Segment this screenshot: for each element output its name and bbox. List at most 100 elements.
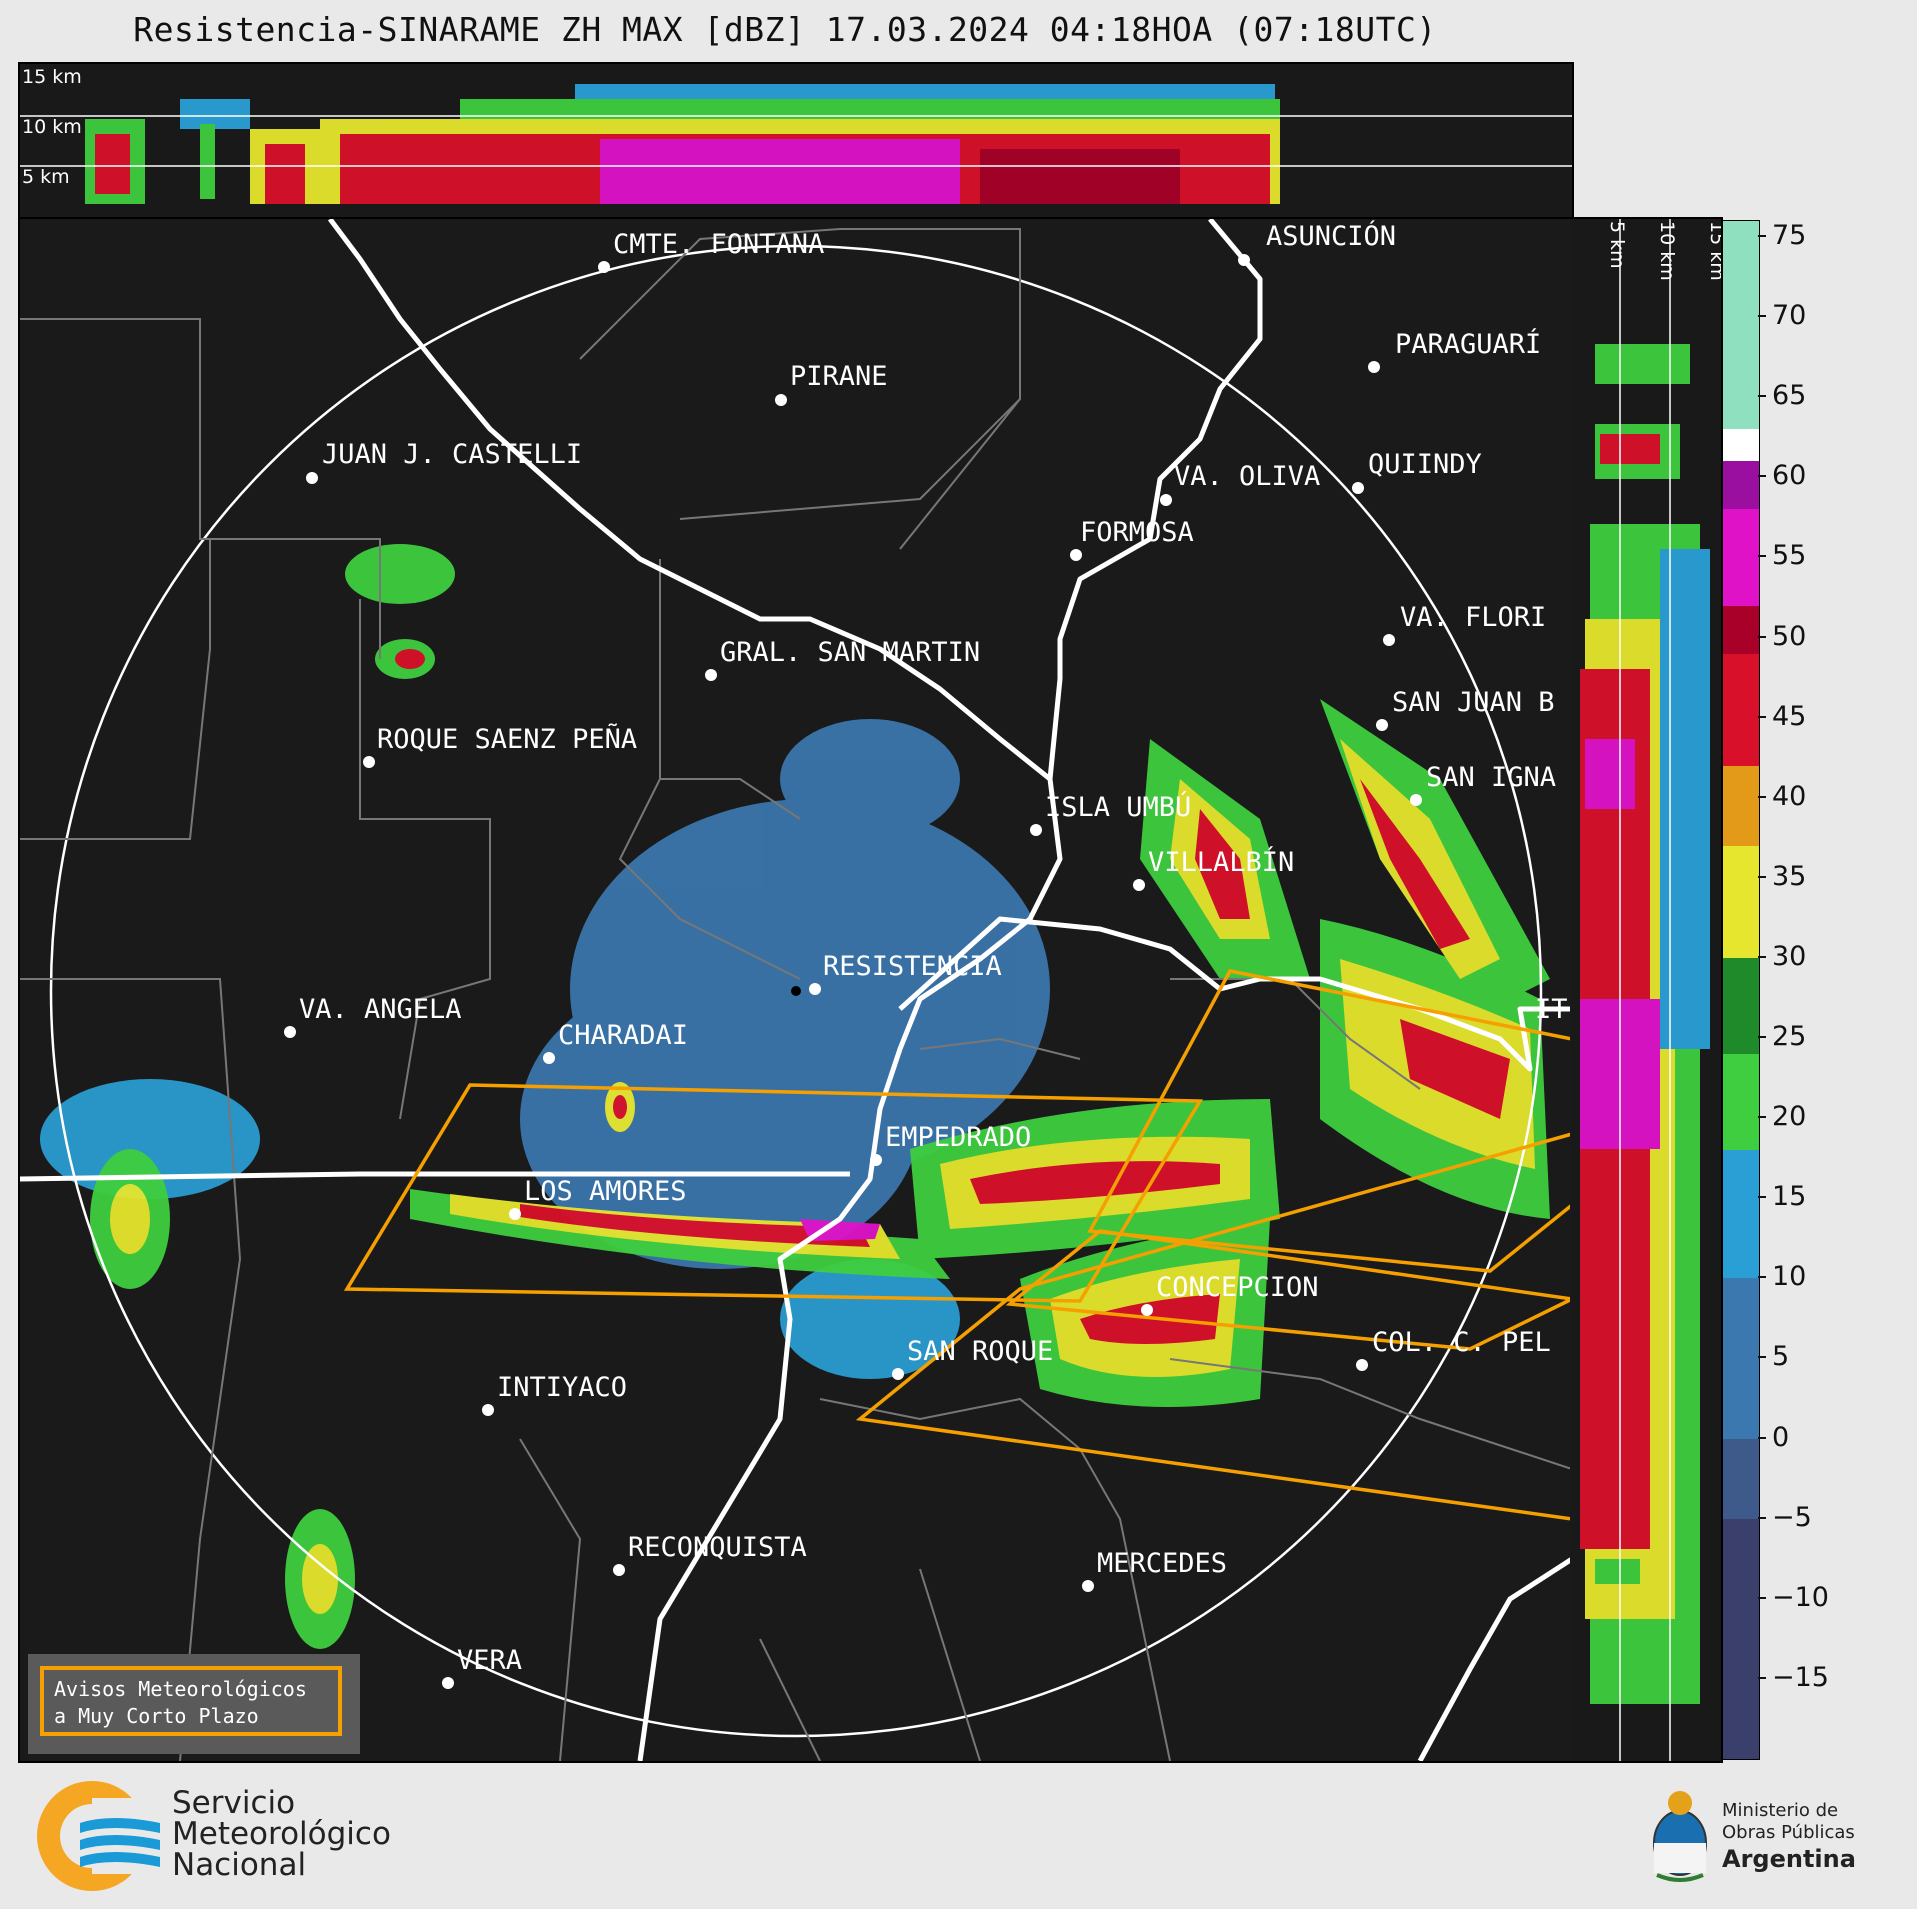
colorbar-tick-label: 50 <box>1772 620 1807 652</box>
colorbar-tick-label: 20 <box>1772 1101 1807 1133</box>
colorbar-segment <box>1723 461 1759 510</box>
ministry-line2: Obras Públicas <box>1722 1822 1855 1843</box>
colorbar-tick <box>1758 1116 1766 1119</box>
city-dot-va-oliva <box>1160 494 1172 506</box>
city-dot-va-angela <box>284 1026 296 1038</box>
colorbar-segment <box>1723 1150 1759 1279</box>
city-label-reconquista: RECONQUISTA <box>628 1532 807 1563</box>
city-dot-resistencia <box>809 983 821 995</box>
colorbar-segment <box>1723 1438 1759 1519</box>
city-dot-col-c-pel <box>1356 1359 1368 1371</box>
city-dot-concepcion <box>1141 1304 1153 1316</box>
city-dot-san-igna <box>1410 794 1422 806</box>
colorbar-tick-label: 35 <box>1772 860 1807 892</box>
city-label-juan-j-castelli: JUAN J. CASTELLI <box>322 439 583 470</box>
smn-line3: Nacional <box>172 1847 307 1883</box>
warnings-legend-line2: a Muy Corto Plazo <box>54 1704 259 1728</box>
city-dot-isla-umbu <box>1030 824 1042 836</box>
dbz-colorbar <box>1722 220 1760 1760</box>
colorbar-segment <box>1723 845 1759 958</box>
top-cross-section: 15 km 10 km 5 km <box>18 62 1574 221</box>
colorbar-tick-label: 75 <box>1772 220 1807 252</box>
colorbar-tick-label: 65 <box>1772 380 1807 412</box>
ministry-line1: Ministerio de <box>1722 1800 1839 1821</box>
city-dot-mercedes <box>1082 1580 1094 1592</box>
colorbar-tick-label: 5 <box>1772 1341 1790 1373</box>
side-alt-label-5: 5 km <box>1606 221 1628 269</box>
city-dot-formosa <box>1070 549 1082 561</box>
colorbar-tick <box>1758 955 1766 958</box>
city-dot-empedrado <box>870 1154 882 1166</box>
city-dot-gral-san-martin <box>705 669 717 681</box>
colorbar-segment <box>1723 429 1759 462</box>
ministry-line3: Argentina <box>1722 1845 1856 1873</box>
colorbar-tick-label: 15 <box>1772 1181 1807 1213</box>
colorbar-tick <box>1758 475 1766 478</box>
city-dot-cmte-fontana <box>598 261 610 273</box>
warnings-legend-frame: Avisos Meteorológicos a Muy Corto Plazo <box>40 1666 342 1736</box>
colorbar-tick-label: −15 <box>1772 1661 1829 1693</box>
colorbar-tick <box>1758 315 1766 318</box>
city-label-san-igna: SAN IGNA <box>1426 762 1557 793</box>
city-dot-quiindy <box>1352 482 1364 494</box>
colorbar-tick <box>1758 1196 1766 1199</box>
city-dot-villalbin <box>1133 879 1145 891</box>
colorbar-tick-label: 70 <box>1772 300 1807 332</box>
radar-map[interactable]: CMTE. FONTANA ASUNCIÓN PARAGUARÍ PIRANE … <box>18 217 1574 1763</box>
city-label-it: IT <box>1535 994 1568 1025</box>
city-label-vera: VERA <box>457 1645 523 1676</box>
side-cross-section: 5 km 10 km 15 km <box>1570 217 1723 1763</box>
colorbar-tick-label: 10 <box>1772 1261 1807 1293</box>
colorbar-tick <box>1758 555 1766 558</box>
city-label-col-c-pel: COL. C. PEL <box>1372 1327 1551 1358</box>
radar-site-marker <box>791 986 801 996</box>
side-alt-label-10: 10 km <box>1656 221 1678 281</box>
colorbar-tick-label: 55 <box>1772 540 1807 572</box>
colorbar-tick-label: 45 <box>1772 700 1807 732</box>
colorbar-tick <box>1758 1276 1766 1279</box>
colorbar-tick <box>1758 1596 1766 1599</box>
city-dot-los-amores <box>509 1208 521 1220</box>
city-dot-intiyaco <box>482 1404 494 1416</box>
colorbar-segment <box>1723 1278 1759 1439</box>
city-label-villalbin: VILLALBÍN <box>1148 847 1295 878</box>
argentina-coat-of-arms-icon <box>1653 1791 1707 1882</box>
colorbar-tick-label: 0 <box>1772 1421 1790 1453</box>
city-label-charadai: CHARADAI <box>558 1020 689 1051</box>
city-label-pirane: PIRANE <box>790 361 888 392</box>
city-dot-asuncion <box>1238 254 1250 266</box>
city-dot-san-roque <box>892 1368 904 1380</box>
city-label-roque-saenz-pena: ROQUE SAENZ PEÑA <box>377 724 638 755</box>
ministry-wordmark: Ministerio de Obras Públicas Argentina <box>1722 1800 1856 1874</box>
colorbar-segment <box>1723 957 1759 1055</box>
department-boundaries <box>20 228 1572 1761</box>
colorbar-tick <box>1758 1036 1766 1039</box>
top-alt-label-15: 15 km <box>22 66 82 88</box>
city-label-quiindy: QUIINDY <box>1368 449 1482 480</box>
colorbar-segment <box>1723 653 1759 766</box>
colorbar-tick-label: 60 <box>1772 460 1807 492</box>
city-dot-reconquista <box>613 1564 625 1576</box>
colorbar-tick <box>1758 395 1766 398</box>
city-dot-va-flori <box>1383 634 1395 646</box>
colorbar-segment <box>1723 1054 1759 1151</box>
product-title: Resistencia-SINARAME ZH MAX [dBZ] 17.03.… <box>133 10 1437 49</box>
colorbar-segment <box>1723 1518 1759 1759</box>
city-label-intiyaco: INTIYACO <box>497 1372 628 1403</box>
city-dot-roque-saenz-pena <box>363 756 375 768</box>
city-dot-juan-j-castelli <box>306 472 318 484</box>
top-alt-label-5: 5 km <box>22 166 70 188</box>
national-boundaries <box>20 219 1572 1761</box>
city-label-resistencia: RESISTENCIA <box>823 951 1002 982</box>
colorbar-tick-label: 40 <box>1772 780 1807 812</box>
city-dot-vera <box>442 1677 454 1689</box>
city-label-formosa: FORMOSA <box>1080 517 1194 548</box>
city-label-cmte-fontana: CMTE. FONTANA <box>613 229 825 260</box>
colorbar-segment <box>1723 605 1759 654</box>
side-alt-label-15: 15 km <box>1706 221 1723 281</box>
city-label-paraguari: PARAGUARÍ <box>1395 329 1542 360</box>
smn-line2: Meteorológico <box>172 1816 391 1852</box>
colorbar-segment <box>1723 221 1759 430</box>
city-label-gral-san-martin: GRAL. SAN MARTIN <box>720 637 981 668</box>
top-cross-section-echoes <box>20 84 1572 204</box>
